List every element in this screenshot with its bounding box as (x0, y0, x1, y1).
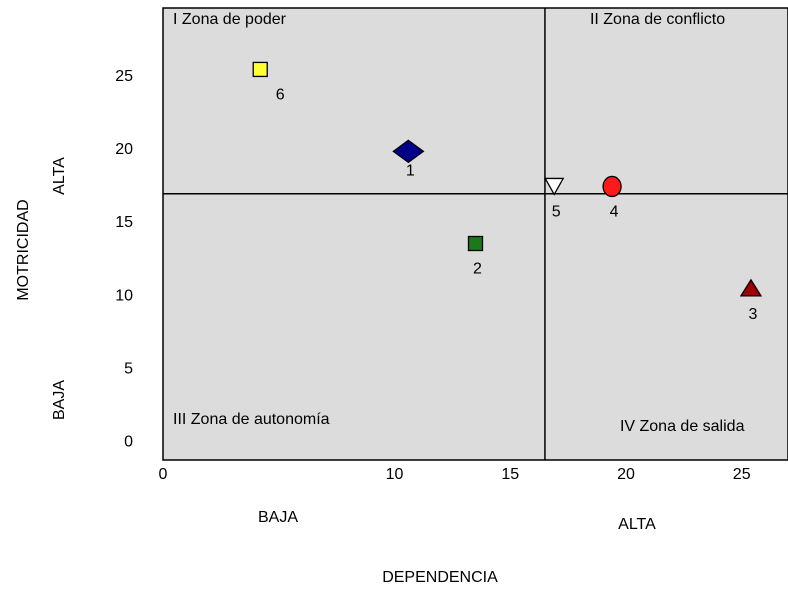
x-axis-title: DEPENDENCIA (382, 569, 498, 586)
point-label: 5 (552, 204, 561, 221)
x-tick-label: 20 (617, 466, 635, 483)
y-low-label: BAJA (51, 380, 68, 420)
y-tick-label: 20 (115, 141, 133, 158)
point (602, 175, 622, 198)
x-tick-label: 10 (386, 466, 404, 483)
point (467, 235, 484, 252)
point-label: 6 (276, 87, 285, 104)
x-tick-label: 0 (159, 466, 168, 483)
y-tick-label: 10 (115, 287, 133, 304)
x-high-label: ALTA (618, 516, 656, 533)
quadrant-label: III Zona de autonomía (173, 411, 330, 428)
point (544, 177, 565, 196)
point-label: 3 (749, 306, 758, 323)
point (392, 139, 425, 164)
point-label: 4 (610, 204, 619, 221)
x-tick-label: 15 (501, 466, 519, 483)
quadrant-label: I Zona de poder (173, 11, 287, 28)
point (252, 61, 268, 78)
y-high-label: ALTA (51, 157, 68, 195)
quadrant-label: IV Zona de salida (620, 418, 745, 435)
plot-area (162, 7, 788, 461)
point-label: 1 (406, 163, 415, 180)
x-low-label: BAJA (258, 509, 298, 526)
y-tick-label: 15 (115, 214, 133, 231)
y-tick-label: 5 (124, 361, 133, 378)
y-axis-title: MOTRICIDAD (15, 199, 32, 300)
x-tick-label: 25 (733, 466, 751, 483)
y-tick-label: 25 (115, 68, 133, 85)
point (739, 278, 763, 297)
quadrant-label: II Zona de conflicto (590, 11, 725, 28)
point-label: 2 (473, 261, 482, 278)
y-tick-label: 0 (124, 434, 133, 451)
